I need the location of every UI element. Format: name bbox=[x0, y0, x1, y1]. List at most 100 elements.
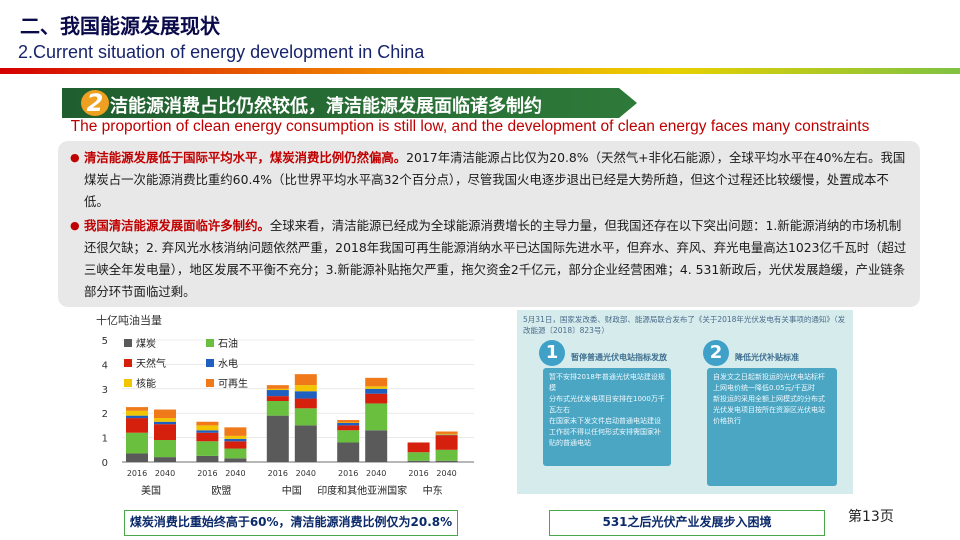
bullet-text: 全球来看，清洁能源已经成为全球能源消费增长的主导力量，但我国还存在以下突出问题：… bbox=[84, 218, 907, 299]
bar-segment-核能 bbox=[196, 425, 219, 431]
page-title: 二、我国能源发展现状 bbox=[20, 14, 220, 38]
page-title-english: 2.Current situation of energy developmen… bbox=[18, 42, 425, 62]
policy-item-1-number-badge: 1 bbox=[539, 340, 565, 366]
section-subtitle-english: The proportion of clean energy consumpti… bbox=[70, 118, 870, 135]
bar-segment-可再生 bbox=[154, 409, 176, 419]
bullet-dot-icon: ● bbox=[70, 151, 80, 164]
x-year-label: 2040 bbox=[436, 469, 456, 478]
bar-segment-石油 bbox=[407, 452, 430, 461]
y-tick-label: 3 bbox=[102, 385, 108, 396]
policy-item-1-card: 暂不安排2018年普通光伏电站建设规模 分布式光伏发电项目安排在1000万千瓦左… bbox=[543, 368, 671, 466]
legend-swatch bbox=[206, 379, 214, 387]
bar-segment-核能 bbox=[126, 410, 148, 416]
policy-point: 在国家未下发文件启动普通电站建设工作前不得以任何形式安排需国家补贴的普通电站 bbox=[549, 417, 661, 447]
panel-caption: 531之后光伏产业发展步入困境 bbox=[549, 510, 825, 536]
policy-point: 分布式光伏发电项目安排在1000万千瓦左右 bbox=[549, 395, 665, 414]
bar-segment-煤炭 bbox=[407, 460, 430, 462]
policy-point: 暂不安排2018年普通光伏电站建设规模 bbox=[549, 373, 665, 392]
legend-swatch bbox=[124, 379, 132, 387]
legend-swatch bbox=[124, 359, 132, 367]
bar-segment-石油 bbox=[337, 430, 360, 443]
bar-segment-煤炭 bbox=[294, 425, 317, 462]
bar-segment-天然气 bbox=[407, 442, 430, 453]
banner-arrow-shape bbox=[62, 88, 637, 118]
x-group-label: 欧盟 bbox=[211, 485, 231, 497]
x-year-label: 2040 bbox=[155, 469, 175, 478]
policy-item-1-title: 暂停普通光伏电站指标发放 bbox=[571, 353, 667, 362]
chart-caption: 煤炭消费比重始终高于60%，清洁能源消费比例仅为20.8% bbox=[124, 510, 458, 536]
bar-segment-水电 bbox=[294, 391, 317, 399]
bar-segment-核能 bbox=[365, 386, 388, 389]
x-year-label: 2016 bbox=[408, 469, 428, 478]
chart-title: 十亿吨油当量 bbox=[96, 313, 162, 327]
legend-label: 可再生 bbox=[218, 377, 248, 390]
policy-point: 自发文之日起新投运的光伏电站标杆上网电价统一降低0.05元/千瓦时 bbox=[713, 373, 825, 392]
bar-segment-石油 bbox=[196, 441, 219, 456]
bullet-highlight: 清洁能源发展低于国际平均水平，煤炭消费比例仍然偏高。 bbox=[84, 150, 407, 165]
title-divider-bar bbox=[0, 68, 960, 74]
x-year-label: 2016 bbox=[338, 469, 358, 478]
chart-canvas: 十亿吨油当量 0 1 2 3 4 5 2016 2040 美国 2016 2040 欧盟 2016 2040… bbox=[96, 313, 474, 497]
pv-policy-panel: 5月31日，国家发改委、财政部、能源局联合发布了《关于2018年光伏发电有关事项… bbox=[517, 310, 853, 494]
x-year-label: 2016 bbox=[268, 469, 288, 478]
bar-segment-天然气 bbox=[294, 398, 317, 409]
bullet-text: 2017年清洁能源占比仅为20.8%（天然气+非化石能源），全球平均水平在40%… bbox=[84, 150, 906, 209]
x-year-label: 2016 bbox=[127, 469, 147, 478]
bar-segment-可再生 bbox=[365, 377, 388, 387]
policy-item-2-title: 降低光伏补贴标准 bbox=[735, 353, 799, 362]
section-banner: 2 洁能源消费占比仍然较低，清洁能源发展面临诸多制约 bbox=[62, 88, 637, 118]
bar-segment-石油 bbox=[224, 448, 247, 459]
bar-segment-水电 bbox=[196, 430, 219, 433]
legend-label: 石油 bbox=[218, 337, 238, 350]
bar-segment-水电 bbox=[154, 421, 176, 425]
x-group-label: 中东 bbox=[423, 484, 443, 497]
x-year-label: 2016 bbox=[197, 469, 217, 478]
bar-segment-天然气 bbox=[154, 424, 176, 441]
bar-segment-天然气 bbox=[365, 393, 388, 404]
bullet-highlight: 我国清洁能源发展面临许多制约。 bbox=[84, 218, 270, 233]
legend-label: 核能 bbox=[136, 377, 156, 390]
bar-segment-天然气 bbox=[224, 441, 247, 449]
bar-segment-煤炭 bbox=[126, 453, 148, 462]
bar-segment-水电 bbox=[365, 388, 388, 394]
bar-segment-可再生 bbox=[196, 421, 219, 426]
bar-segment-可再生 bbox=[294, 374, 317, 386]
bar-segment-水电 bbox=[126, 415, 148, 419]
bar-segment-可再生 bbox=[126, 407, 148, 411]
bar-segment-核能 bbox=[266, 388, 289, 391]
x-year-label: 2040 bbox=[225, 469, 245, 478]
bar-segment-水电 bbox=[224, 438, 247, 442]
page-number: 第13页 bbox=[848, 509, 894, 525]
bullet-item: ● 清洁能源发展低于国际平均水平，煤炭消费比例仍然偏高。2017年清洁能源占比仅… bbox=[70, 147, 908, 213]
y-tick-label: 5 bbox=[102, 336, 108, 347]
x-group-label: 中国 bbox=[282, 484, 302, 497]
bar-segment-石油 bbox=[126, 432, 148, 454]
policy-point: 新投运的采用全额上网模式的分布式光伏发电项目按所在资源区光伏电站价格执行 bbox=[713, 395, 825, 425]
bar-segment-天然气 bbox=[435, 435, 458, 450]
y-tick-label: 0 bbox=[102, 458, 108, 469]
bar-segment-核能 bbox=[154, 418, 176, 422]
bar-segment-煤炭 bbox=[337, 442, 360, 462]
legend-label: 水电 bbox=[218, 357, 238, 370]
banner-number-badge: 2 bbox=[86, 89, 104, 117]
legend-swatch bbox=[124, 339, 132, 347]
bar-segment-煤炭 bbox=[196, 455, 219, 462]
bar-segment-石油 bbox=[294, 408, 317, 426]
bar-segment-石油 bbox=[365, 403, 388, 431]
bar-segment-天然气 bbox=[266, 396, 289, 401]
x-year-label: 2040 bbox=[366, 469, 386, 478]
bar-segment-煤炭 bbox=[224, 458, 247, 462]
energy-consumption-chart: 十亿吨油当量 0 1 2 3 4 5 2016 2040 美国 2016 2040 欧盟 2016 2040… bbox=[94, 312, 484, 510]
bar-segment-天然气 bbox=[126, 418, 148, 433]
bar-segment-煤炭 bbox=[365, 430, 388, 462]
bar-segment-可再生 bbox=[266, 385, 289, 389]
legend-swatch bbox=[206, 339, 214, 347]
banner-text: 洁能源消费占比仍然较低，清洁能源发展面临诸多制约 bbox=[110, 96, 542, 117]
bar-segment-煤炭 bbox=[266, 415, 289, 462]
bar-segment-核能 bbox=[294, 385, 317, 392]
bar-segment-可再生 bbox=[435, 431, 458, 434]
legend-swatch bbox=[206, 359, 214, 367]
bar-segment-天然气 bbox=[196, 432, 219, 442]
bar-segment-石油 bbox=[154, 440, 176, 458]
bullet-item: ● 我国清洁能源发展面临许多制约。全球来看，清洁能源已经成为全球能源消费增长的主… bbox=[70, 215, 908, 303]
